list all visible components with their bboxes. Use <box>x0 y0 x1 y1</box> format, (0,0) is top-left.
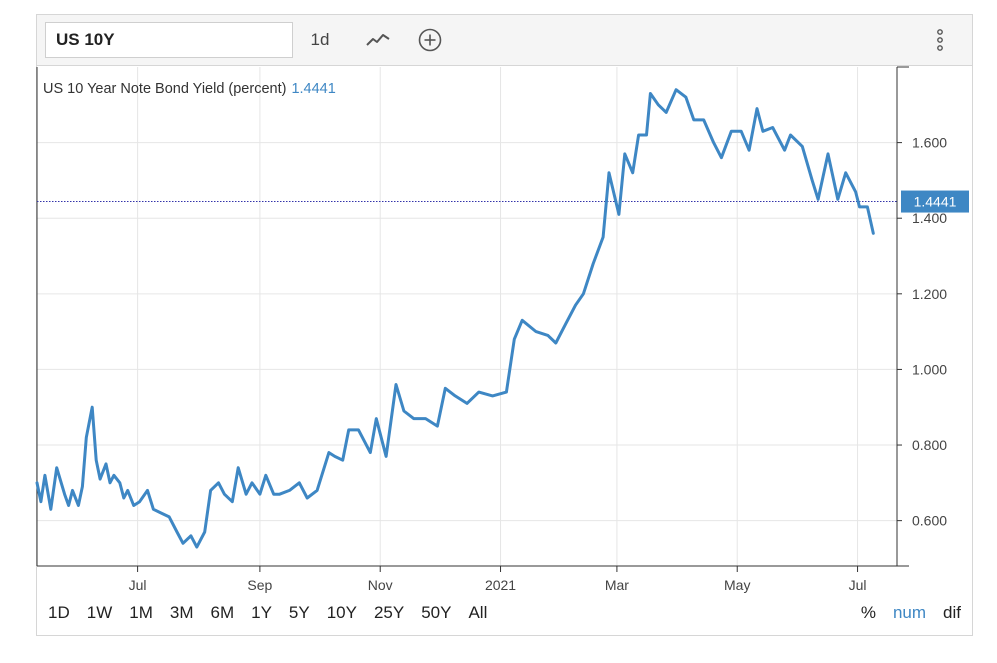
chart-legend: US 10 Year Note Bond Yield (percent) 1.44… <box>43 81 336 97</box>
range-5y-button[interactable]: 5Y <box>288 603 310 622</box>
series-last-value: 1.4441 <box>291 81 335 97</box>
more-menu-button[interactable] <box>926 22 954 58</box>
last-value-badge <box>901 190 969 213</box>
add-indicator-button[interactable] <box>414 22 446 58</box>
value-mode-selector: % num dif <box>844 603 961 623</box>
vertical-dots-icon <box>937 29 943 51</box>
interval-button[interactable]: 1d <box>310 30 330 49</box>
x-tick-label: 2021 <box>485 577 516 593</box>
symbol-input[interactable] <box>45 22 293 58</box>
x-tick-label: Mar <box>605 577 629 593</box>
x-tick-label: Jul <box>129 577 147 593</box>
range-6m-button[interactable]: 6M <box>210 603 235 622</box>
range-all-button[interactable]: All <box>468 603 488 622</box>
line-chart-icon <box>366 34 390 46</box>
y-tick-label: 1.200 <box>912 286 947 302</box>
range-1y-button[interactable]: 1Y <box>251 603 272 622</box>
x-tick-label: Nov <box>368 577 393 593</box>
range-50y-button[interactable]: 50Y <box>421 603 452 622</box>
y-tick-label: 1.000 <box>912 361 947 377</box>
y-tick-label: 1.600 <box>912 135 947 151</box>
x-tick-label: Jul <box>849 577 867 593</box>
series-label: US 10 Year Note Bond Yield (percent) <box>43 81 286 97</box>
range-1w-button[interactable]: 1W <box>86 603 113 622</box>
range-selector: 1D 1W 1M 3M 6M 1Y 5Y 10Y 25Y 50Y All <box>48 603 504 627</box>
x-tick-label: May <box>724 577 750 593</box>
x-tick-label: Sep <box>247 577 272 593</box>
range-3m-button[interactable]: 3M <box>169 603 194 622</box>
plus-circle-icon <box>418 28 442 52</box>
last-value-badge-text: 1.4441 <box>914 194 957 210</box>
chart-type-button[interactable] <box>360 22 396 58</box>
mode-dif-button[interactable]: dif <box>943 603 961 622</box>
y-tick-label: 1.400 <box>912 210 947 226</box>
y-tick-label: 0.800 <box>912 437 947 453</box>
y-tick-label: 0.600 <box>912 513 947 529</box>
chart-frame <box>36 14 973 636</box>
range-25y-button[interactable]: 25Y <box>373 603 405 622</box>
mode-percent-button[interactable]: % <box>860 603 876 622</box>
range-10y-button[interactable]: 10Y <box>326 603 357 622</box>
range-1m-button[interactable]: 1M <box>129 603 153 622</box>
range-1d-button[interactable]: 1D <box>48 603 70 622</box>
mode-num-button[interactable]: num <box>892 603 927 622</box>
yield-series-line[interactable] <box>35 88 875 549</box>
